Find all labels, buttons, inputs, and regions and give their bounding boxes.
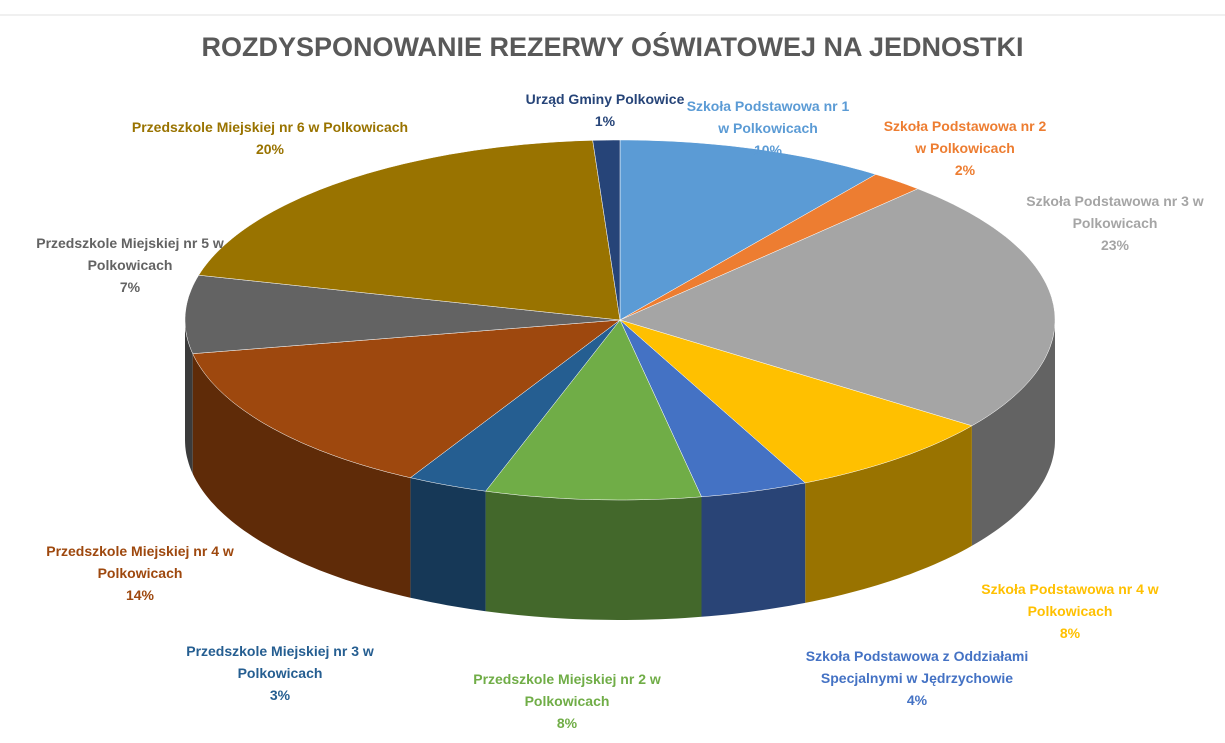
data-label: Szkoła Podstawowa nr 1 w Polkowicach 10% [683,95,853,161]
slice [485,319,702,501]
slice-side [410,477,486,612]
slice-side [971,320,1055,546]
data-label: Przedszkole Miejskiej nr 5 w Polkowicach… [5,232,255,298]
data-label: Szkoła Podstawowa nr 3 w Polkowicach 23% [1005,190,1225,256]
slice-side [192,353,411,598]
category-label: Szkoła Podstawowa nr 2 w Polkowicach [883,118,1047,156]
value-label: 4% [906,692,928,708]
value-label: 20% [255,141,285,157]
category-label: Przedszkole Miejskiej nr 5 w Polkowicach [36,235,224,273]
value-label: 23% [1100,237,1130,253]
slice-side [485,491,702,620]
slice [592,139,621,321]
category-label: Szkoła Podstawowa nr 4 w Polkowicach [981,581,1159,619]
slice [619,188,1056,427]
data-label: Szkoła Podstawowa nr 4 w Polkowicach 8% [955,578,1185,644]
value-label: 8% [556,715,578,731]
slice-side [185,320,193,474]
value-label: 8% [1059,625,1081,641]
data-label: Szkoła Podstawowa z Oddziałami Specjalny… [802,645,1032,711]
category-label: Przedszkole Miejskiej nr 4 w Polkowicach [46,543,234,581]
category-label: Przedszkole Miejskiej nr 3 w Polkowicach [186,643,374,681]
slice [409,319,621,492]
category-label: Przedszkole Miejskiej nr 2 w Polkowicach [473,671,661,709]
category-label: Szkoła Podstawowa nr 1 w Polkowicach [686,98,850,136]
value-label: 1% [594,113,616,129]
slice [619,174,919,321]
category-label: Urząd Gminy Polkowice [525,91,685,107]
data-label: Przedszkole Miejskiej nr 4 w Polkowicach… [15,540,265,606]
value-label: 10% [753,142,783,158]
category-label: Szkoła Podstawowa nr 3 w Polkowicach [1026,193,1204,231]
slice [619,139,877,321]
slice [198,140,621,321]
slice [192,319,621,478]
data-label: Urząd Gminy Polkowice 1% [495,88,715,132]
value-label: 3% [269,687,291,703]
data-label: Przedszkole Miejskiej nr 3 w Polkowicach… [160,640,400,706]
value-label: 7% [119,279,141,295]
category-label: Szkoła Podstawowa z Oddziałami Specjalny… [805,648,1029,686]
slice-side [805,425,972,603]
slice-side [701,482,806,617]
slice [619,319,806,498]
slice [619,319,973,484]
data-label: Przedszkole Miejskiej nr 6 w Polkowicach… [130,116,410,160]
value-label: 14% [125,587,155,603]
value-label: 2% [954,162,976,178]
slice [184,274,621,354]
category-label: Przedszkole Miejskiej nr 6 w Polkowicach [131,119,409,135]
data-label: Przedszkole Miejskiej nr 2 w Polkowicach… [447,668,687,734]
chart-title: ROZDYSPONOWANIE REZERWY OŚWIATOWEJ NA JE… [201,32,1024,62]
data-label: Szkoła Podstawowa nr 2 w Polkowicach 2% [880,115,1050,181]
